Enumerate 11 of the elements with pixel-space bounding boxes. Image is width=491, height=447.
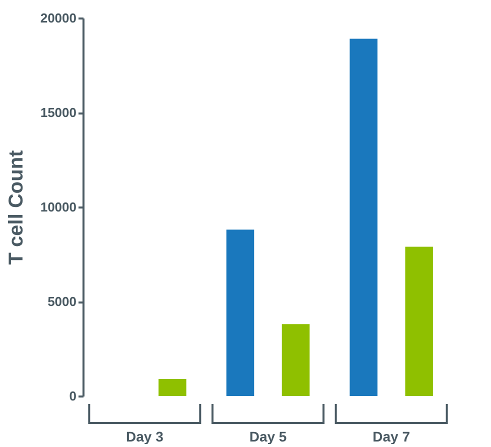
y-tick-label: 0 [69,388,76,404]
y-axis-title: T cell Count [5,150,28,265]
bar [350,38,378,396]
y-tick-label: 10000 [40,200,76,214]
bar [405,246,433,396]
y-tick-label: 20000 [40,10,76,26]
bar [226,230,254,396]
bar [158,378,186,396]
y-tick-label: 15000 [40,105,76,120]
y-tick-label: 5000 [48,294,76,309]
bar [282,324,310,396]
